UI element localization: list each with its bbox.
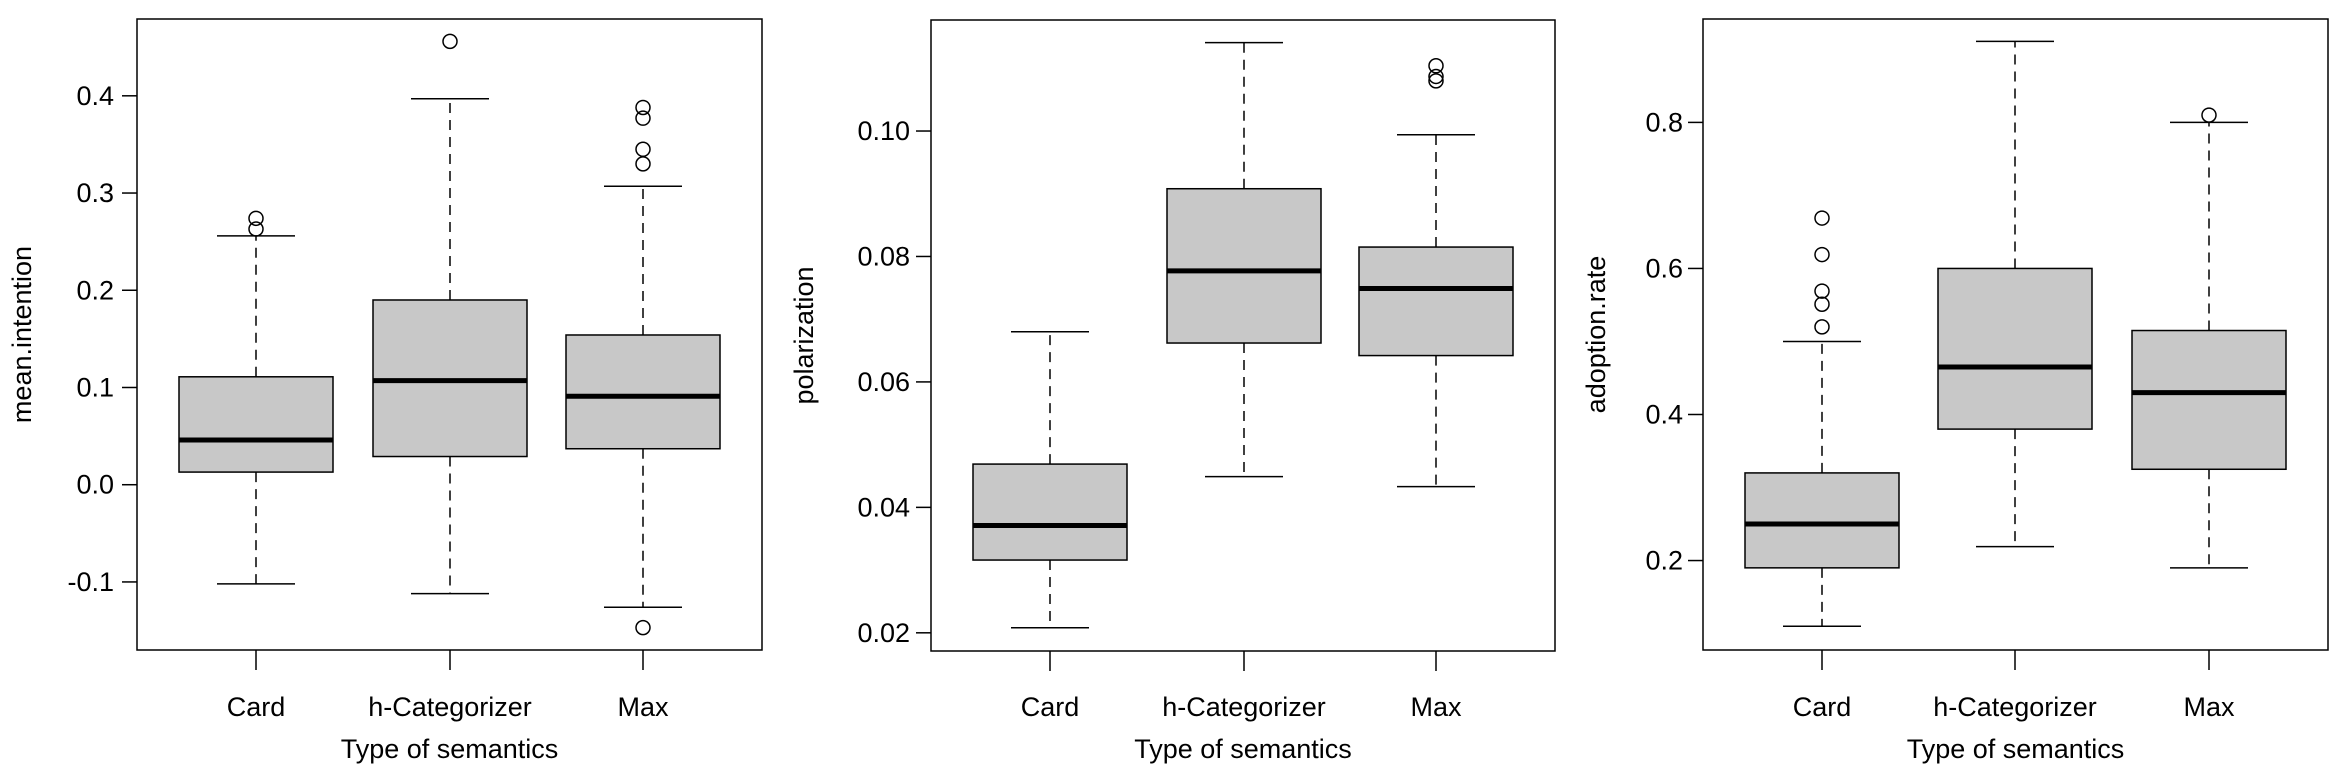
iqr-box xyxy=(178,376,334,473)
y-tick-label: 0.2 xyxy=(76,275,114,305)
box-card xyxy=(178,210,334,585)
box-h-categorizer xyxy=(1166,41,1322,478)
box-max xyxy=(565,99,721,636)
y-tick-label: 0.0 xyxy=(76,470,114,500)
box-h-categorizer xyxy=(1937,40,2093,548)
y-axis-title: adoption.rate xyxy=(1581,256,1611,414)
iqr-box xyxy=(565,334,721,450)
y-tick-label: 0.10 xyxy=(857,116,910,146)
outlier-point xyxy=(1814,319,1830,335)
outlier-point xyxy=(635,99,651,116)
y-axis-title: polarization xyxy=(789,266,819,404)
y-tick-label: 0.08 xyxy=(857,241,910,271)
box-h-categorizer xyxy=(372,33,528,595)
x-axis-title: Type of semantics xyxy=(1134,734,1352,764)
outlier-point xyxy=(1428,73,1444,89)
y-tick-label: 0.1 xyxy=(76,372,114,402)
x-tick-label: Card xyxy=(1793,692,1852,722)
iqr-box xyxy=(1937,267,2093,430)
outlier-point xyxy=(1814,210,1830,226)
iqr-box xyxy=(2131,329,2287,471)
outlier-point xyxy=(442,33,458,50)
y-tick-label: -0.1 xyxy=(67,567,114,597)
box-max xyxy=(2131,107,2287,569)
plot-frame xyxy=(1702,18,2329,651)
x-tick-label: Card xyxy=(1021,692,1080,722)
panel-3: 0.2 0.4 0.6 0.8 Card h-Categorizer Max Type of … xyxy=(1581,18,2329,764)
outlier-point xyxy=(2201,107,2217,123)
outlier-point xyxy=(1814,296,1830,312)
outlier-point xyxy=(635,156,651,172)
panel-2: 0.02 0.04 0.06 0.08 0.10 Card h-Categorizer Max… xyxy=(789,19,1556,764)
outlier-point xyxy=(635,110,651,126)
y-tick-label: 0.3 xyxy=(76,178,114,208)
outlier-point xyxy=(248,221,264,237)
plot-frame xyxy=(136,18,763,651)
outlier-point xyxy=(635,619,651,636)
y-axis-title: mean.intention xyxy=(7,246,37,423)
box-max xyxy=(1358,58,1514,488)
outlier-point xyxy=(248,210,264,227)
x-tick-label: h-Categorizer xyxy=(1933,692,2097,722)
y-tick-label: 0.8 xyxy=(1645,107,1683,137)
x-tick-label: Max xyxy=(1410,692,1462,722)
y-tick-label: 0.02 xyxy=(857,618,910,648)
outlier-point xyxy=(1814,246,1830,263)
iqr-box xyxy=(1358,246,1514,357)
x-axis-title: Type of semantics xyxy=(1907,734,2125,764)
y-tick-label: 0.06 xyxy=(857,367,910,397)
panel-1: -0.1 0.0 0.1 0.2 0.3 0.4 Card h-Categorizer Max T… xyxy=(7,18,763,764)
iqr-box xyxy=(1166,187,1322,344)
y-tick-label: 0.6 xyxy=(1645,253,1683,283)
y-tick-label: 0.04 xyxy=(857,492,910,522)
x-tick-label: Card xyxy=(227,692,286,722)
plot-frame xyxy=(930,19,1556,652)
x-tick-label: h-Categorizer xyxy=(368,692,532,722)
y-tick-label: 0.2 xyxy=(1645,546,1683,576)
x-tick-label: Max xyxy=(617,692,669,722)
y-tick-label: 0.4 xyxy=(1645,399,1683,429)
box-card xyxy=(972,330,1128,629)
x-tick-label: h-Categorizer xyxy=(1162,692,1326,722)
y-tick-label: 0.4 xyxy=(76,81,114,111)
outlier-point xyxy=(1428,58,1444,74)
outlier-point xyxy=(1814,283,1830,299)
x-tick-label: Max xyxy=(2183,692,2235,722)
iqr-box xyxy=(1744,472,1900,569)
x-axis-title: Type of semantics xyxy=(341,734,559,764)
box-card xyxy=(1744,210,1900,628)
iqr-box xyxy=(972,463,1128,561)
outlier-point xyxy=(635,141,651,158)
outlier-point xyxy=(1428,68,1444,85)
